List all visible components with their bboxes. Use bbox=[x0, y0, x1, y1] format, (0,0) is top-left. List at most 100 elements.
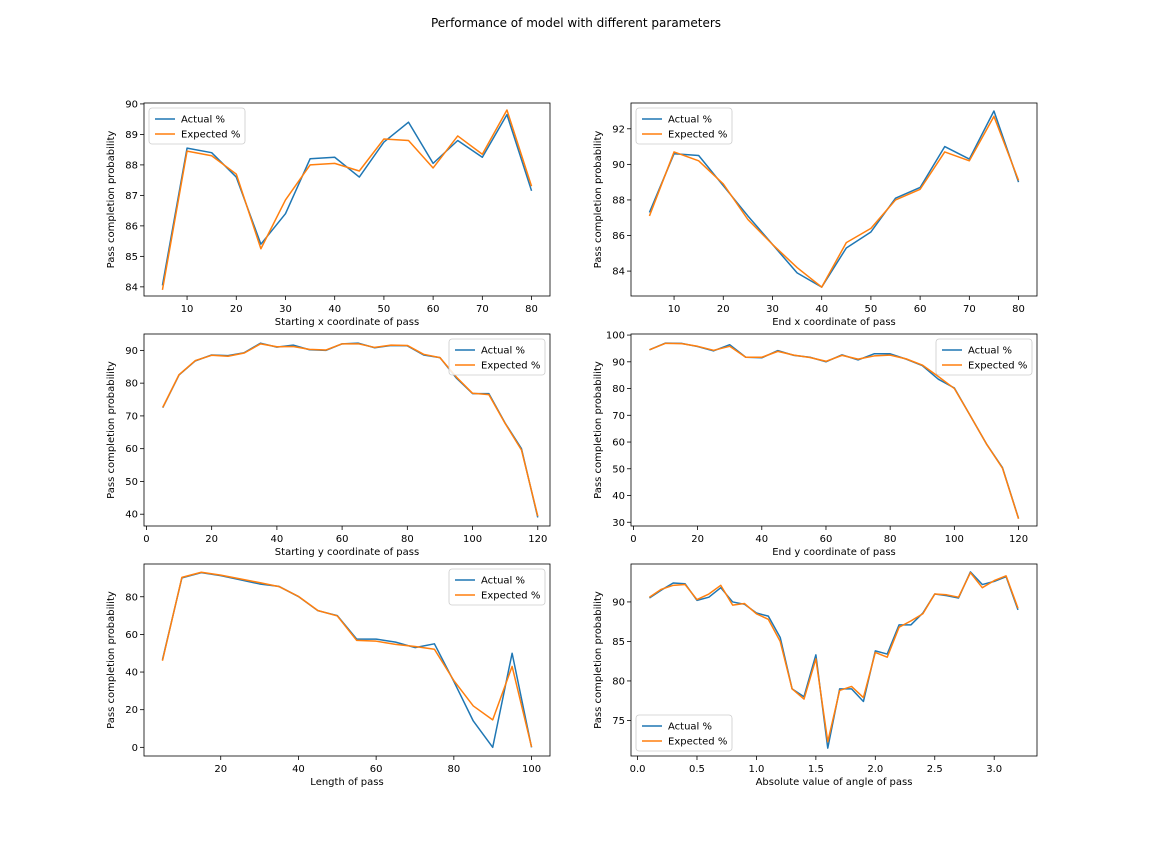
y-tick-label: 85 bbox=[125, 252, 138, 263]
y-axis-label: Pass completion probability bbox=[106, 591, 117, 729]
x-tick-label: 60 bbox=[820, 534, 833, 545]
x-axis-label: Absolute value of angle of pass bbox=[756, 777, 913, 788]
legend-label: Expected % bbox=[668, 737, 727, 748]
y-tick-label: 88 bbox=[125, 160, 138, 171]
y-tick-label: 0 bbox=[132, 743, 138, 754]
legend-box bbox=[635, 107, 733, 145]
x-tick-label: 40 bbox=[271, 534, 284, 545]
plot-frame bbox=[143, 102, 551, 297]
y-tick-label: 20 bbox=[125, 705, 138, 716]
series-line-expected bbox=[649, 571, 1019, 743]
y-axis-label: Pass completion probability bbox=[593, 591, 604, 729]
legend-label: Actual % bbox=[481, 346, 525, 357]
legend-box bbox=[148, 107, 246, 145]
y-tick-label: 90 bbox=[125, 99, 138, 110]
y-tick-label: 40 bbox=[612, 491, 625, 502]
x-tick-label: 40 bbox=[328, 304, 341, 315]
y-tick-label: 40 bbox=[125, 510, 138, 521]
series-line-actual bbox=[648, 110, 1020, 288]
y-tick-label: 87 bbox=[125, 191, 138, 202]
legend-box bbox=[448, 568, 546, 606]
x-tick-label: 80 bbox=[401, 534, 414, 545]
x-tick-label: 20 bbox=[717, 304, 730, 315]
subplot-2: 10 20 30 40 50 60 70 80 84 86 88 90 92 End x coordina… bbox=[593, 102, 1038, 328]
x-tick-label: 70 bbox=[963, 304, 976, 315]
plot-frame bbox=[630, 102, 1038, 297]
legend-label: Expected % bbox=[668, 130, 727, 141]
x-tick-label: 120 bbox=[1009, 534, 1028, 545]
x-tick-label: 80 bbox=[1012, 304, 1025, 315]
x-tick-label: 2.0 bbox=[867, 764, 883, 775]
x-tick-label: 30 bbox=[279, 304, 292, 315]
x-tick-label: 0.5 bbox=[689, 764, 705, 775]
x-axis-label: End x coordinate of pass bbox=[772, 317, 896, 328]
x-tick-label: 60 bbox=[370, 764, 383, 775]
subplot-4: 0 20 40 60 80 100 120 30 40 50 60 70 80 90 100 End y co… bbox=[593, 331, 1038, 558]
y-tick-label: 50 bbox=[125, 477, 138, 488]
legend-box bbox=[635, 714, 733, 752]
subplot-5: 20 40 60 80 100 0 20 40 60 80 Length of pass Pass c… bbox=[106, 563, 551, 788]
y-tick-label: 60 bbox=[612, 438, 625, 449]
y-axis-label: Pass completion probability bbox=[106, 361, 117, 499]
y-axis-label: Pass completion probability bbox=[593, 361, 604, 499]
figure-title: Performance of model with different para… bbox=[431, 16, 721, 30]
legend: Actual % Expected % bbox=[635, 714, 733, 752]
x-tick-label: 1.0 bbox=[748, 764, 764, 775]
y-tick-label: 40 bbox=[125, 668, 138, 679]
y-tick-label: 80 bbox=[125, 379, 138, 390]
y-tick-label: 90 bbox=[612, 357, 625, 368]
x-axis-label: Starting x coordinate of pass bbox=[275, 317, 419, 328]
x-tick-label: 70 bbox=[476, 304, 489, 315]
x-tick-label: 60 bbox=[336, 534, 349, 545]
y-tick-label: 60 bbox=[125, 444, 138, 455]
series-line-expected bbox=[649, 342, 1020, 520]
y-tick-label: 88 bbox=[612, 195, 625, 206]
y-tick-label: 84 bbox=[612, 267, 625, 278]
x-tick-label: 60 bbox=[427, 304, 440, 315]
subplot-1: 10 20 30 40 50 60 70 80 84 85 86 87 88 89 90 Starting x… bbox=[106, 99, 551, 328]
y-tick-label: 70 bbox=[612, 411, 625, 422]
legend: Actual % Expected % bbox=[935, 338, 1033, 376]
legend-label: Actual % bbox=[668, 722, 712, 733]
x-tick-label: 100 bbox=[522, 764, 541, 775]
subplot-6: 0.0 0.5 1.0 1.5 2.0 2.5 3.0 75 80 85 90 Absolute va… bbox=[593, 563, 1038, 788]
x-tick-label: 3.0 bbox=[986, 764, 1002, 775]
x-tick-label: 20 bbox=[205, 534, 218, 545]
subplot-3: 0 20 40 60 80 100 120 40 50 60 70 80 90 Starting y co… bbox=[106, 333, 551, 558]
y-tick-label: 90 bbox=[125, 346, 138, 357]
x-tick-label: 0 bbox=[630, 534, 636, 545]
legend-box bbox=[448, 338, 546, 376]
legend-label: Expected % bbox=[481, 591, 540, 602]
legend-label: Expected % bbox=[181, 130, 240, 141]
x-tick-label: 120 bbox=[528, 534, 547, 545]
y-tick-label: 80 bbox=[612, 384, 625, 395]
y-tick-label: 84 bbox=[125, 282, 138, 293]
y-tick-label: 30 bbox=[612, 518, 625, 529]
y-tick-label: 90 bbox=[612, 597, 625, 608]
legend: Actual % Expected % bbox=[448, 338, 546, 376]
series-line-expected bbox=[161, 571, 533, 748]
y-tick-label: 92 bbox=[612, 124, 625, 135]
y-tick-label: 85 bbox=[612, 637, 625, 648]
x-tick-label: 0.0 bbox=[630, 764, 646, 775]
x-tick-label: 60 bbox=[914, 304, 927, 315]
legend-label: Actual % bbox=[668, 115, 712, 126]
legend: Actual % Expected % bbox=[148, 107, 246, 145]
plot-frame bbox=[143, 563, 551, 757]
y-tick-label: 70 bbox=[125, 411, 138, 422]
series-line-expected bbox=[162, 343, 539, 517]
y-tick-label: 100 bbox=[606, 331, 625, 342]
x-tick-label: 40 bbox=[292, 764, 305, 775]
series-line-expected bbox=[648, 115, 1020, 288]
plot-frame bbox=[630, 563, 1038, 757]
legend-label: Actual % bbox=[181, 115, 225, 126]
y-tick-label: 50 bbox=[612, 464, 625, 475]
legend-label: Actual % bbox=[968, 346, 1012, 357]
y-tick-label: 86 bbox=[125, 221, 138, 232]
x-tick-label: 80 bbox=[884, 534, 897, 545]
x-tick-label: 10 bbox=[181, 304, 194, 315]
legend: Actual % Expected % bbox=[448, 568, 546, 606]
y-tick-label: 80 bbox=[612, 676, 625, 687]
x-axis-label: Starting y coordinate of pass bbox=[275, 547, 419, 558]
